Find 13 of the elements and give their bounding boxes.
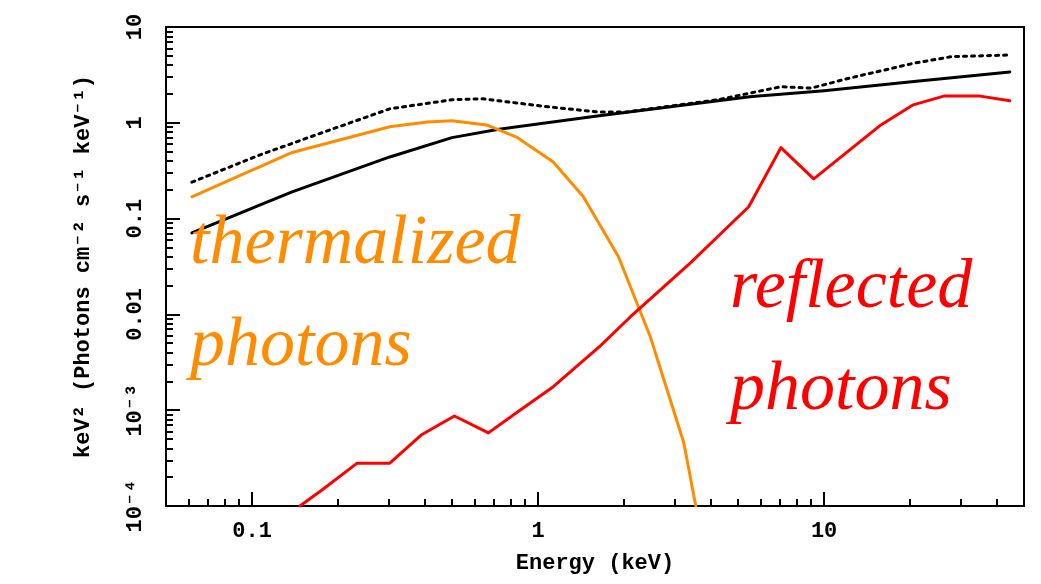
y-tick-label: 0.1 [122, 198, 148, 239]
y-tick-label: 1 [122, 116, 148, 130]
y-tick-label: 10 [122, 13, 148, 41]
y-tick-label: 10⁻³ [122, 383, 148, 437]
x-axis-title: Energy (keV) [515, 550, 675, 576]
x-tick-label: 1 [531, 518, 545, 544]
annotation: thermalized photons [185, 200, 539, 380]
annotation: reflected photons [725, 244, 990, 424]
y-tick-label: 10⁻⁴ [122, 479, 148, 533]
y-tick-label: 0.01 [122, 287, 148, 341]
x-tick-label: 10 [810, 518, 838, 544]
x-tick-label: 0.1 [232, 518, 272, 544]
y-axis-title: keV² (Photons cm⁻² s⁻¹ keV⁻¹) [70, 75, 96, 458]
